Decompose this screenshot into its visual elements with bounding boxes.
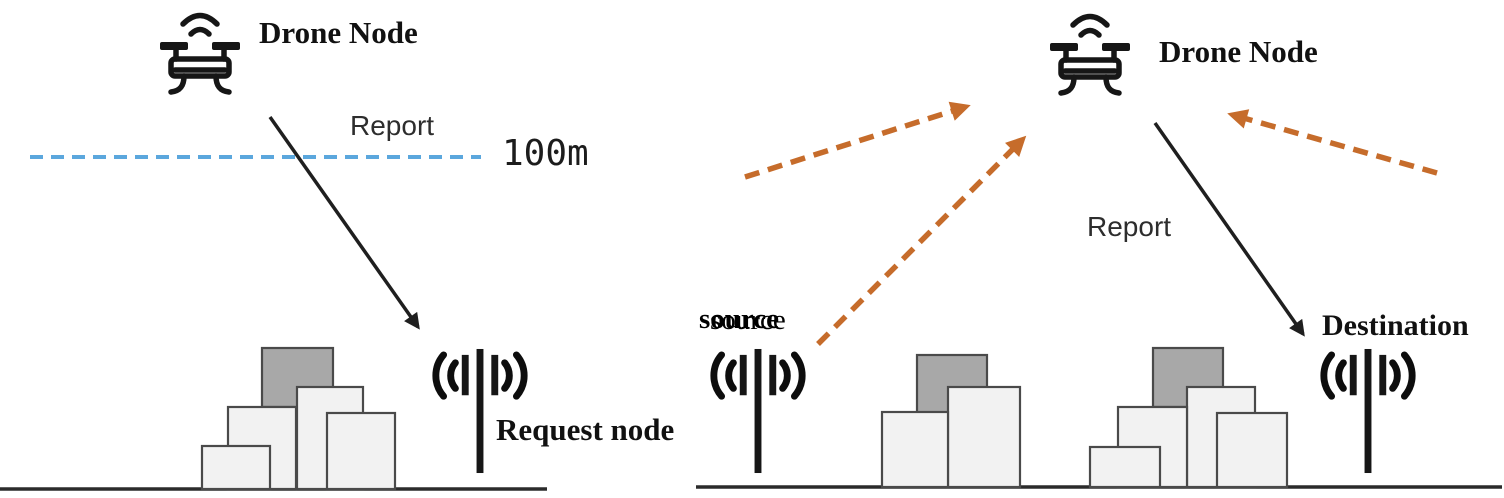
left-report-label: Report [350,110,435,141]
right-report-arrow [1153,121,1305,337]
altitude-label: 100m [502,133,589,174]
left-drone-node-label: Drone Node [259,15,418,50]
uplink-arrow-right [1227,109,1438,176]
source-side-buildings [880,353,1022,489]
building [946,385,1022,489]
source-antenna-icon [714,349,802,473]
building [200,444,272,491]
destination-antenna-icon [1324,349,1412,473]
source-label-layer-bold: source [699,303,780,335]
drone-icon [1050,17,1130,94]
drone-icon [160,16,240,93]
destination-label: Destination [1322,309,1469,342]
left-buildings [200,346,397,491]
building [1088,445,1162,489]
source-label-layer-thin: source [710,304,786,336]
uplink-arrow-source [816,135,1027,346]
destination-side-buildings [1088,346,1289,489]
building [325,411,397,491]
uplink-arrow-left [744,101,971,180]
right-drone-node-label: Drone Node [1159,34,1318,69]
building [1215,411,1289,489]
left-report-arrow [268,115,420,330]
request-node-antenna-icon [436,349,524,473]
right-report-label: Report [1087,211,1172,242]
source-label: source source [699,303,829,337]
request-node-label: Request node [496,412,675,447]
building [880,410,950,489]
